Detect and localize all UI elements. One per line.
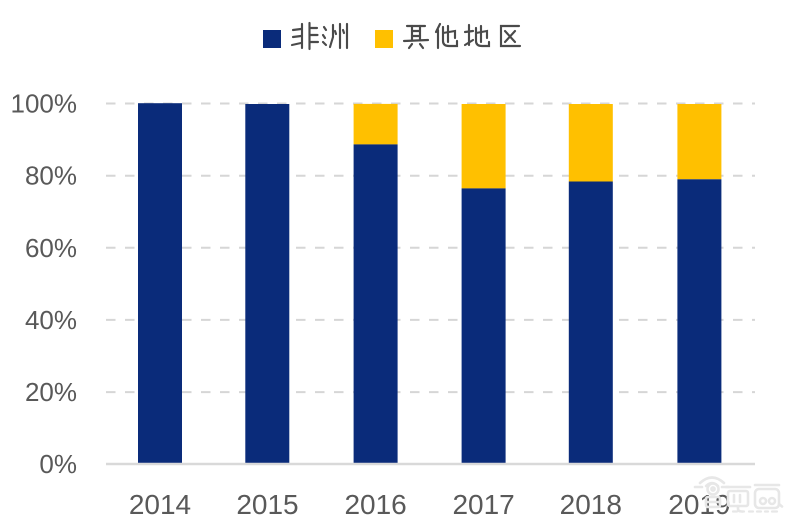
- svg-text:2017: 2017: [452, 489, 514, 520]
- svg-text:60%: 60%: [25, 233, 77, 263]
- svg-text:2018: 2018: [560, 489, 622, 520]
- svg-text:2015: 2015: [236, 489, 298, 520]
- svg-text:2016: 2016: [344, 489, 406, 520]
- svg-text:20%: 20%: [25, 377, 77, 407]
- svg-text:100%: 100%: [11, 89, 78, 119]
- svg-text:2014: 2014: [129, 489, 191, 520]
- svg-text:40%: 40%: [25, 305, 77, 335]
- svg-text:0%: 0%: [39, 449, 77, 479]
- svg-text:80%: 80%: [25, 161, 77, 191]
